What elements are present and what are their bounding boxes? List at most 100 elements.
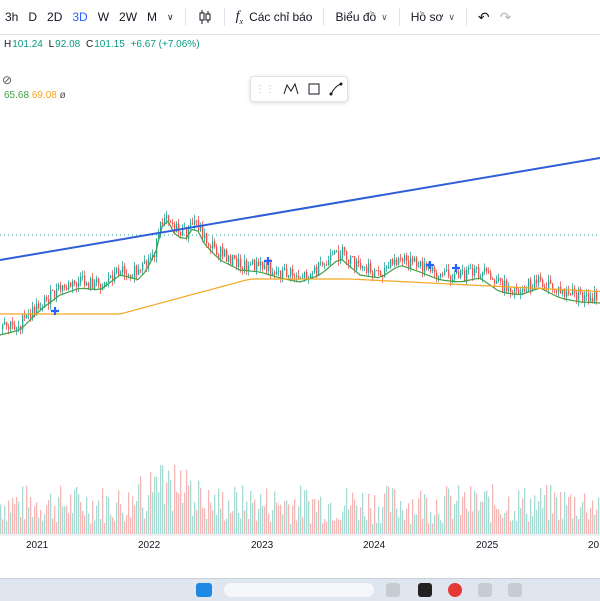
low-value: 92.08 <box>55 39 81 50</box>
volume-bar <box>410 523 412 534</box>
volume-bar <box>484 491 486 534</box>
redo-button[interactable]: ↷ <box>495 4 517 30</box>
candle-body <box>212 241 214 249</box>
candle-body <box>126 274 128 276</box>
pattern-tool-icon[interactable] <box>283 82 299 96</box>
hide-eye-icon[interactable]: ⊘ <box>2 73 13 87</box>
app-icon[interactable] <box>448 583 462 597</box>
volume-bar <box>8 500 10 534</box>
candle-body <box>344 247 346 252</box>
interval-dropdown-button[interactable]: ∨ <box>162 4 179 30</box>
volume-bar <box>464 492 466 534</box>
volume-bar <box>526 514 528 534</box>
chart-type-label: Biểu đồ <box>335 10 377 24</box>
search-bar[interactable] <box>224 583 374 597</box>
candle-body <box>314 266 316 273</box>
volume-bar <box>226 518 228 534</box>
candle-body <box>162 222 164 225</box>
app-icon[interactable] <box>508 583 522 597</box>
app-icon[interactable] <box>478 583 492 597</box>
candle-body <box>196 220 198 222</box>
interval-3d-button[interactable]: 3D <box>72 10 88 24</box>
interval-w-button[interactable]: W <box>97 10 110 24</box>
drag-handle-icon[interactable]: ⋮⋮ <box>255 83 275 95</box>
volume-bar <box>218 488 220 534</box>
volume-bar <box>590 508 592 534</box>
volume-bar <box>582 501 584 534</box>
candle-body <box>322 262 324 266</box>
volume-bar <box>302 517 304 534</box>
volume-bar <box>106 495 108 534</box>
price-chart[interactable] <box>0 34 600 536</box>
interval-2w-button[interactable]: 2W <box>119 10 138 24</box>
candle-body <box>422 261 424 273</box>
volume-bar <box>386 485 388 534</box>
trendline-tool-icon[interactable] <box>329 82 343 96</box>
candle-body <box>64 285 66 288</box>
volume-bar <box>438 513 440 534</box>
volume-bar <box>270 521 272 534</box>
volume-bar <box>10 512 12 534</box>
x-tick-label: 2021 <box>26 540 49 551</box>
profile-button[interactable]: Hồ sơ ∨ <box>406 4 460 30</box>
candle-body <box>238 258 240 267</box>
volume-bar <box>380 523 382 534</box>
volume-bar <box>298 506 300 534</box>
volume-bar <box>254 499 256 534</box>
candle-body <box>486 268 488 272</box>
volume-bar <box>348 509 350 534</box>
interval-3h-button[interactable]: 3h <box>5 10 19 24</box>
candle-body <box>578 288 580 301</box>
volume-bar <box>470 486 472 534</box>
volume-bar <box>86 496 88 534</box>
volume-bar <box>162 465 164 534</box>
candle-body <box>452 279 454 282</box>
candle-body <box>500 278 502 281</box>
candle-body <box>266 265 268 271</box>
volume-bar <box>584 493 586 534</box>
windows-start-icon[interactable] <box>196 583 212 597</box>
volume-bar <box>38 517 40 534</box>
interval-2d-button[interactable]: 2D <box>47 10 63 24</box>
interval-d-button[interactable]: D <box>28 10 38 24</box>
volume-bar <box>448 488 450 534</box>
candle-body <box>124 266 126 275</box>
volume-bar <box>186 469 188 534</box>
volume-bar <box>90 523 92 534</box>
toolbar-divider <box>465 8 467 26</box>
undo-button[interactable]: ↶ <box>473 4 495 30</box>
volume-bar <box>82 511 84 534</box>
volume-bar <box>372 523 374 534</box>
candle-body <box>120 272 122 276</box>
volume-bar <box>132 496 134 534</box>
x-tick-label: 2022 <box>138 540 161 551</box>
chart-type-button[interactable]: Biểu đồ ∨ <box>330 4 392 30</box>
candle-type-button[interactable] <box>192 4 218 30</box>
candle-body <box>556 290 558 293</box>
candle-body <box>548 280 550 289</box>
candle-body <box>274 272 276 275</box>
volume-bar <box>472 511 474 534</box>
candle-body <box>524 288 526 292</box>
time-axis[interactable]: 2021 2022 2023 2024 2025 20 <box>0 536 600 556</box>
volume-bar <box>494 505 496 534</box>
volume-bar <box>198 480 200 534</box>
app-icon[interactable] <box>418 583 432 597</box>
candle-body <box>256 261 258 271</box>
volume-bar <box>376 522 378 534</box>
candle-body <box>204 233 206 239</box>
cross-marker-icon <box>426 261 434 269</box>
x-tick-label: 2025 <box>476 540 499 551</box>
rectangle-tool-icon[interactable] <box>307 82 321 96</box>
volume-bar <box>154 476 156 534</box>
interval-m-button[interactable]: M <box>147 10 158 24</box>
change-value: +6.67 (+7.06%) <box>130 39 200 50</box>
volume-bar <box>180 470 182 534</box>
app-icon[interactable] <box>386 583 400 597</box>
indicators-button[interactable]: fx Các chỉ báo <box>231 4 318 30</box>
volume-bar <box>548 520 550 534</box>
volume-bar <box>44 514 46 534</box>
candle-body <box>392 259 394 265</box>
candle-body <box>200 225 202 231</box>
candle-body <box>172 222 174 225</box>
